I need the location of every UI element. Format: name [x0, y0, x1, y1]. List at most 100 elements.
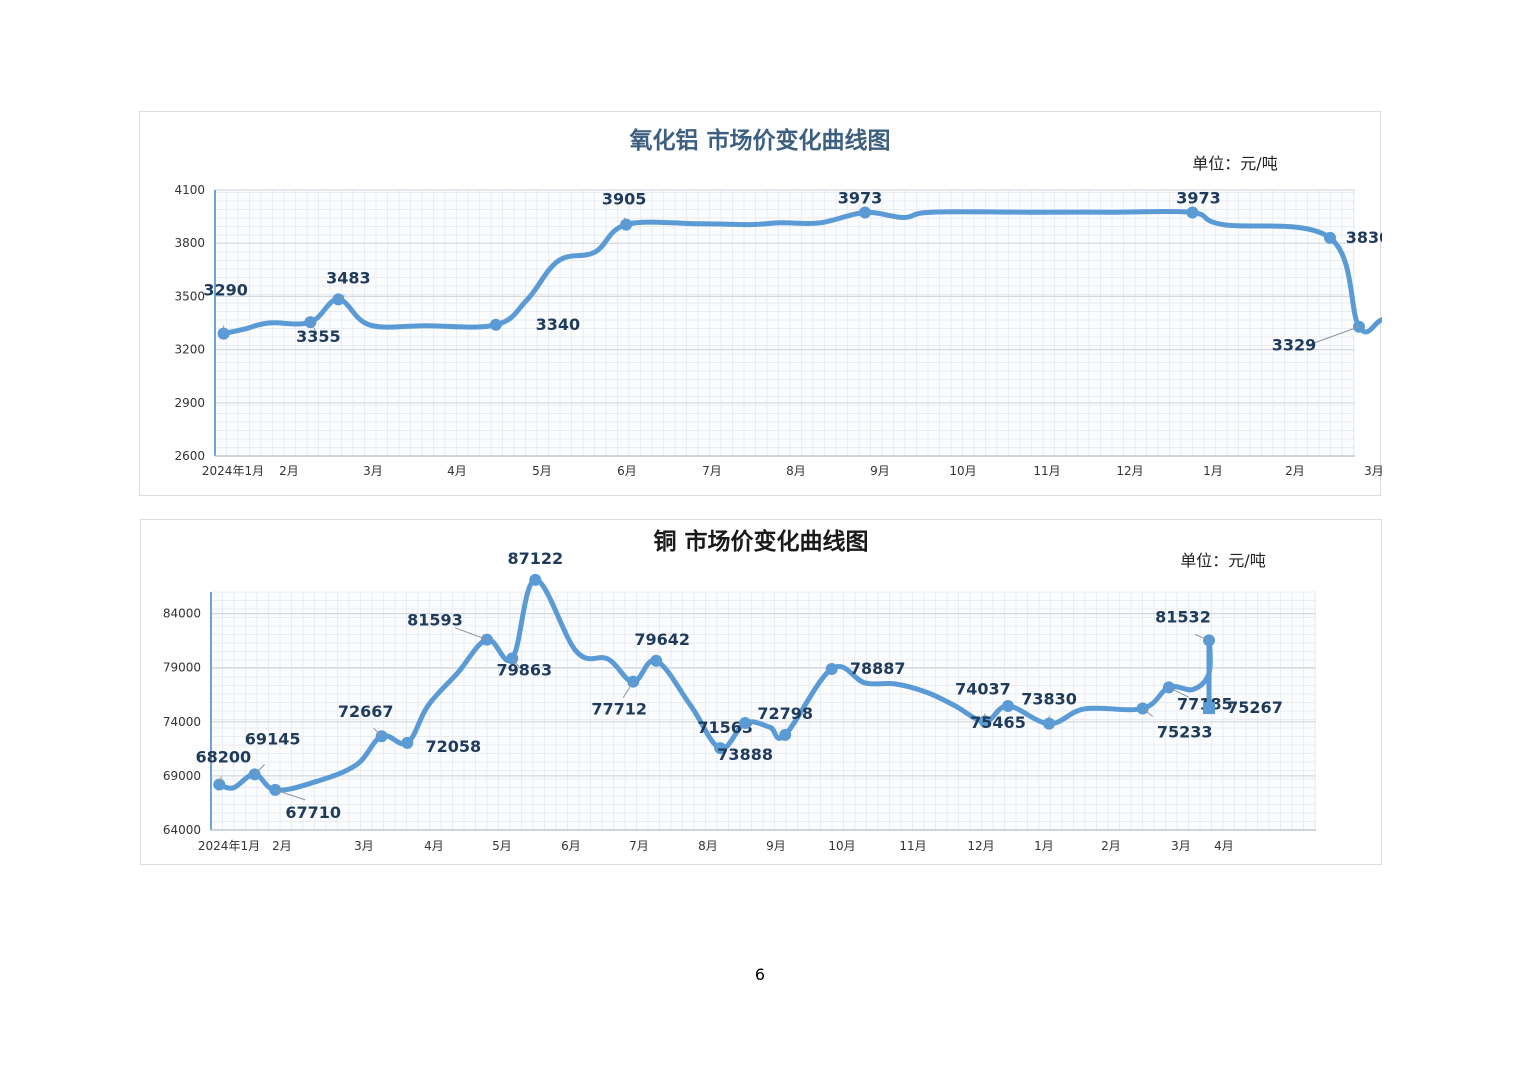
x-tick-label: 7月 [702, 464, 722, 478]
x-tick-label: 12月 [967, 839, 994, 853]
unit-label: 单位：元/吨 [1192, 154, 1277, 173]
label-leader [1308, 326, 1360, 346]
x-tick-label: 4月 [447, 464, 467, 478]
label-leader [309, 321, 317, 333]
x-tick-label: 9月 [870, 464, 890, 478]
x-tick-label: 2月 [272, 839, 292, 853]
x-tick-label: 1月 [1034, 839, 1054, 853]
data-point-marker [401, 736, 414, 749]
x-tick-label: 3月 [363, 464, 383, 478]
data-label: 75233 [1157, 722, 1213, 741]
copper-price-chart: 铜 市场价变化曲线图 单位：元/吨 84000 79000 74000 69000 6400… [140, 519, 1382, 865]
x-tick-label: 3月 [354, 839, 374, 853]
x-tick-label: 3月 [1364, 464, 1382, 478]
x-tick-label: 4月 [424, 839, 444, 853]
x-tick-label: 2024年1月 [198, 839, 260, 853]
y-tick-label: 84000 [163, 607, 201, 621]
unit-label: 单位：元/吨 [1180, 551, 1265, 570]
data-label: 68200 [195, 748, 251, 767]
data-label: 73830 [1021, 690, 1077, 709]
data-label: 74037 [955, 679, 1011, 698]
x-tick-label: 10月 [949, 464, 976, 478]
data-label: 69145 [245, 729, 301, 748]
y-tick-label: 79000 [163, 661, 201, 675]
label-leader [1168, 686, 1190, 698]
x-tick-label: 11月 [1033, 464, 1060, 478]
x-tick-label: 5月 [532, 464, 552, 478]
data-label: 3483 [326, 268, 371, 287]
data-label: 79642 [634, 630, 690, 649]
data-point-marker [825, 662, 838, 675]
x-tick-label: 6月 [561, 839, 581, 853]
data-label: 71563 [697, 718, 753, 737]
y-tick-label: 3200 [174, 343, 205, 357]
x-tick-label: 3月 [1171, 839, 1191, 853]
data-label: 75267 [1227, 698, 1283, 717]
y-tick-label: 3500 [174, 289, 205, 303]
data-label: 3340 [536, 315, 581, 334]
x-tick-label: 5月 [492, 839, 512, 853]
data-label: 3355 [296, 327, 341, 346]
data-point-marker [489, 318, 502, 331]
data-point-marker [1203, 702, 1215, 715]
data-label: 77712 [591, 700, 647, 719]
data-label: 3905 [602, 190, 647, 209]
data-label: 73888 [717, 745, 773, 764]
data-label: 67710 [285, 803, 341, 822]
label-leader [623, 217, 627, 225]
label-leader [338, 294, 345, 300]
data-label: 79863 [496, 660, 552, 679]
x-tick-label: 7月 [629, 839, 649, 853]
chart-title: 氧化铝 市场价变化曲线图 [628, 127, 890, 154]
data-label: 81593 [407, 611, 463, 630]
x-tick-label: 10月 [828, 839, 855, 853]
page-number: 6 [754, 965, 766, 984]
data-point-marker [1186, 206, 1199, 219]
data-label: 3973 [1176, 189, 1221, 208]
data-point-marker [529, 573, 542, 586]
label-leader [254, 763, 265, 775]
label-leader [1194, 633, 1210, 641]
y-tick-label: 3800 [174, 236, 205, 250]
label-leader [373, 727, 383, 737]
y-tick-label: 64000 [163, 823, 201, 837]
data-label: 3290 [203, 281, 248, 300]
x-tick-label: 4月 [1214, 839, 1234, 853]
plot-background [215, 190, 1355, 456]
chart-title: 铜 市场价变化曲线图 [653, 528, 868, 555]
data-label: 81532 [1155, 607, 1211, 626]
data-point-marker [859, 206, 871, 219]
data-point-marker [650, 654, 663, 667]
data-point-marker [1002, 699, 1014, 712]
data-label: 72798 [757, 704, 813, 723]
data-point-marker [714, 742, 727, 755]
data-label: 72058 [425, 737, 481, 756]
data-point-marker [739, 717, 752, 730]
x-tick-label: 9月 [766, 839, 786, 853]
x-tick-label: 8月 [698, 839, 718, 853]
label-leader [218, 776, 222, 785]
data-point-marker [1043, 717, 1056, 730]
data-label: 3973 [838, 189, 883, 208]
y-tick-label: 4100 [174, 183, 205, 197]
data-point-marker [1324, 231, 1337, 244]
label-leader [1142, 708, 1153, 717]
x-tick-label: 8月 [786, 464, 806, 478]
x-tick-label: 12月 [1116, 464, 1143, 478]
x-tick-label: 2月 [1285, 464, 1305, 478]
x-tick-label: 2月 [1101, 839, 1121, 853]
y-tick-label: 69000 [163, 769, 201, 783]
data-label: 75465 [970, 713, 1026, 732]
label-leader [275, 789, 306, 801]
data-point-marker [779, 728, 792, 741]
x-tick-label: 6月 [617, 464, 637, 478]
data-label: 78887 [850, 659, 906, 678]
x-tick-label: 11月 [899, 839, 926, 853]
data-label: 87122 [507, 549, 563, 568]
x-tick-label: 2月 [279, 464, 299, 478]
data-label: 3830 [1346, 228, 1382, 247]
y-tick-label: 2600 [174, 449, 205, 463]
x-tick-label: 2024年1月 [202, 464, 264, 478]
